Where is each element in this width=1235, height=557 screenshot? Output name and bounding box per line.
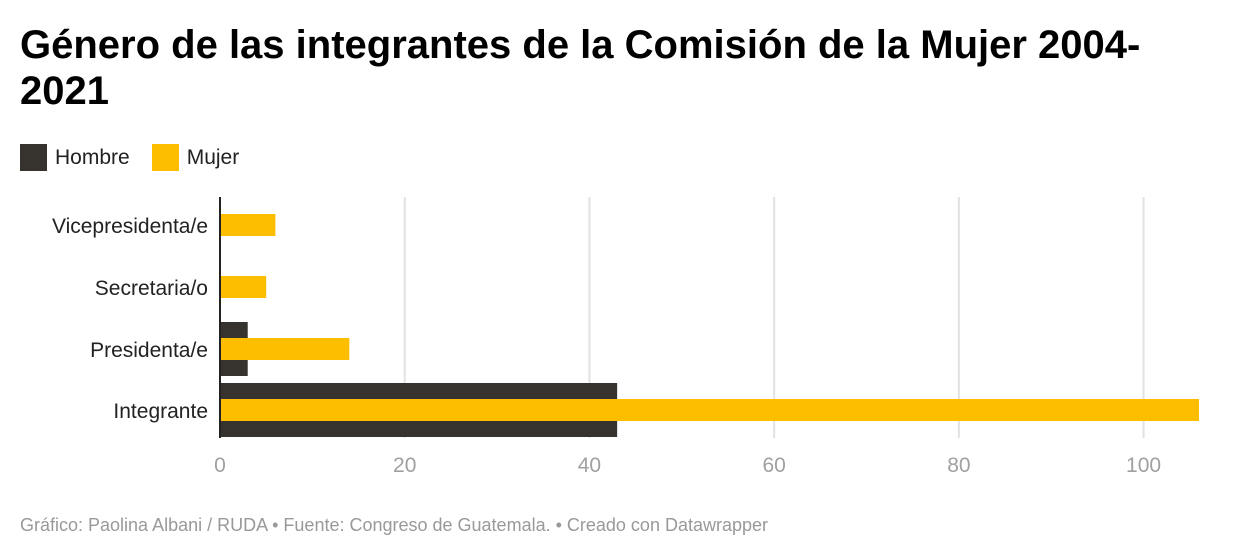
- bar-mujer: [220, 276, 267, 298]
- legend-swatch-mujer: [151, 144, 179, 171]
- legend-swatch-hombre: [20, 144, 47, 171]
- legend-label: Mujer: [186, 145, 240, 169]
- category-label: Vicepresidenta/e: [52, 215, 208, 238]
- legend-item-mujer: Mujer: [151, 144, 240, 171]
- x-tick-label: 60: [762, 454, 785, 477]
- chart-title: Género de las integrantes de la Comisión…: [20, 23, 1141, 113]
- category-label: Integrante: [113, 400, 208, 423]
- category-label: Presidenta/e: [90, 339, 208, 362]
- x-tick-label: 80: [947, 454, 970, 477]
- x-tick-label: 100: [1126, 454, 1161, 477]
- footer-credit: Gráfico: Paolina Albani / RUDA • Fuente:…: [20, 515, 769, 535]
- legend: Hombre Mujer: [20, 144, 239, 171]
- x-tick-label: 0: [214, 454, 226, 477]
- x-tick-label: 40: [578, 454, 601, 477]
- legend-item-hombre: Hombre: [20, 144, 130, 171]
- category-label: Secretaria/o: [95, 277, 208, 300]
- x-tick-label: 20: [393, 454, 416, 477]
- bar-mujer: [220, 214, 276, 236]
- bar-mujer: [220, 399, 1199, 421]
- bar-mujer: [220, 338, 350, 360]
- legend-label: Hombre: [55, 145, 130, 169]
